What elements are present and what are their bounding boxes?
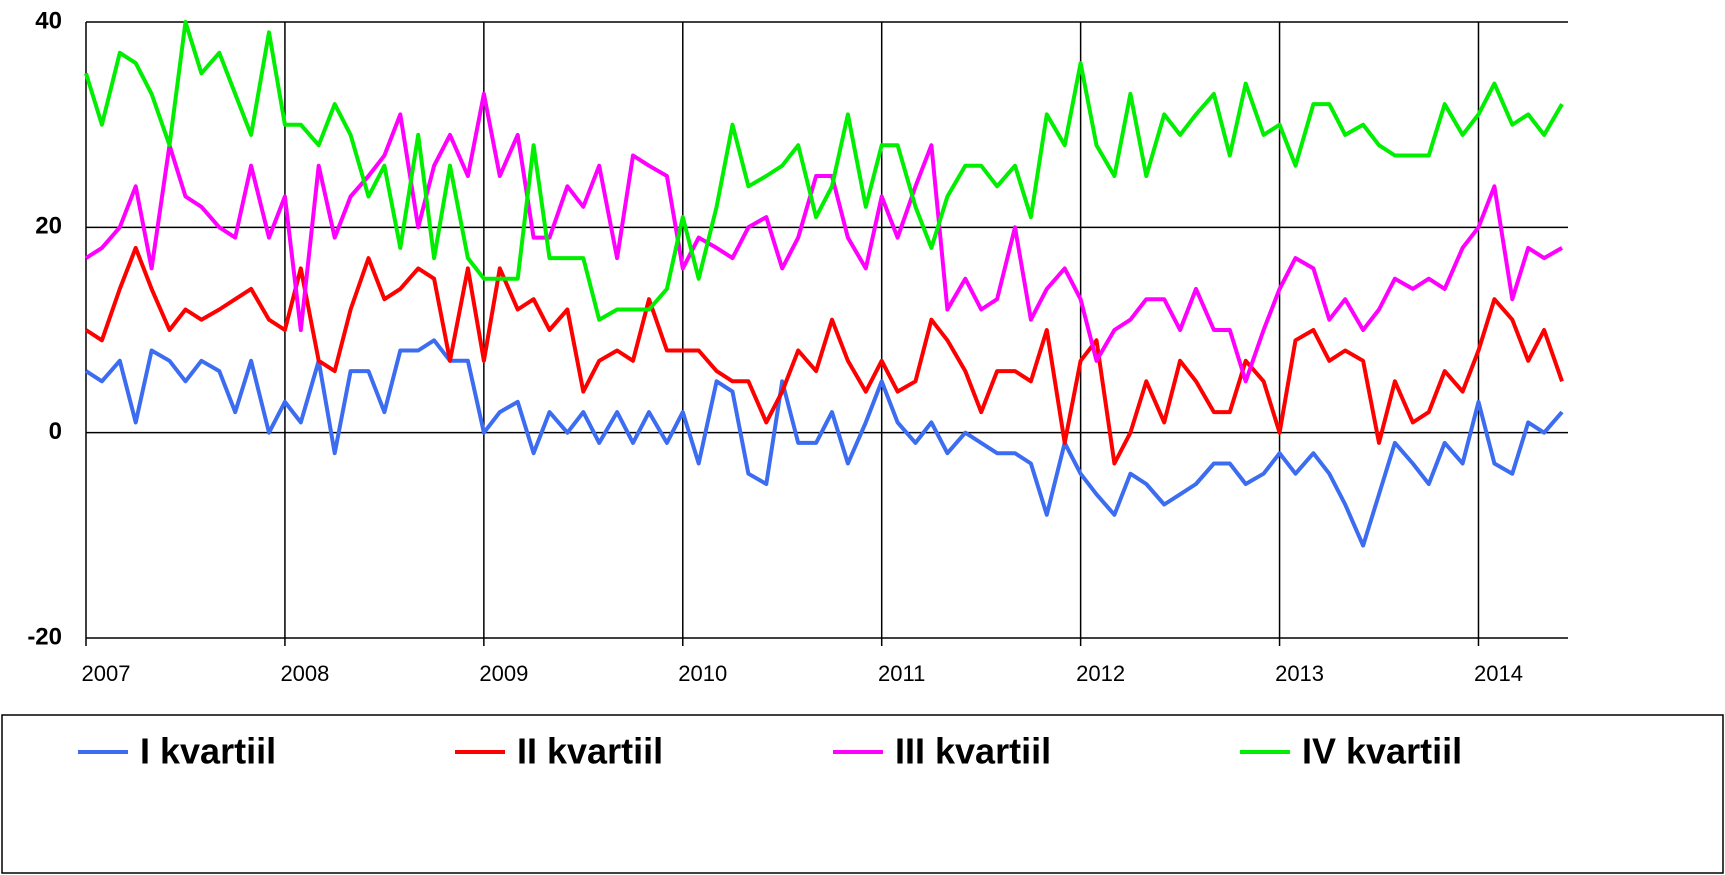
x-tick-label: 2007 bbox=[82, 661, 131, 686]
x-tick-label: 2014 bbox=[1474, 661, 1523, 686]
legend-label: I kvartiil bbox=[140, 731, 276, 772]
legend-box bbox=[1, 714, 1724, 874]
x-tick-label: 2013 bbox=[1275, 661, 1324, 686]
x-tick-label: 2010 bbox=[678, 661, 727, 686]
x-tick-label: 2008 bbox=[280, 661, 329, 686]
y-tick-label: 0 bbox=[49, 418, 62, 445]
series-line bbox=[84, 338, 1564, 548]
series-line bbox=[84, 91, 1563, 384]
y-tick-label: -20 bbox=[27, 623, 62, 650]
x-tick-label: 2009 bbox=[479, 661, 528, 686]
legend-label: II kvartiil bbox=[517, 731, 663, 772]
series-line bbox=[84, 20, 1564, 322]
series-line bbox=[84, 245, 1564, 466]
legend-label: IV kvartiil bbox=[1302, 731, 1462, 772]
x-tick-label: 2011 bbox=[878, 661, 925, 686]
x-tick-label: 2012 bbox=[1076, 661, 1125, 686]
legend-label: III kvartiil bbox=[895, 731, 1051, 772]
y-tick-label: 40 bbox=[35, 7, 62, 34]
y-tick-label: 20 bbox=[35, 213, 62, 240]
